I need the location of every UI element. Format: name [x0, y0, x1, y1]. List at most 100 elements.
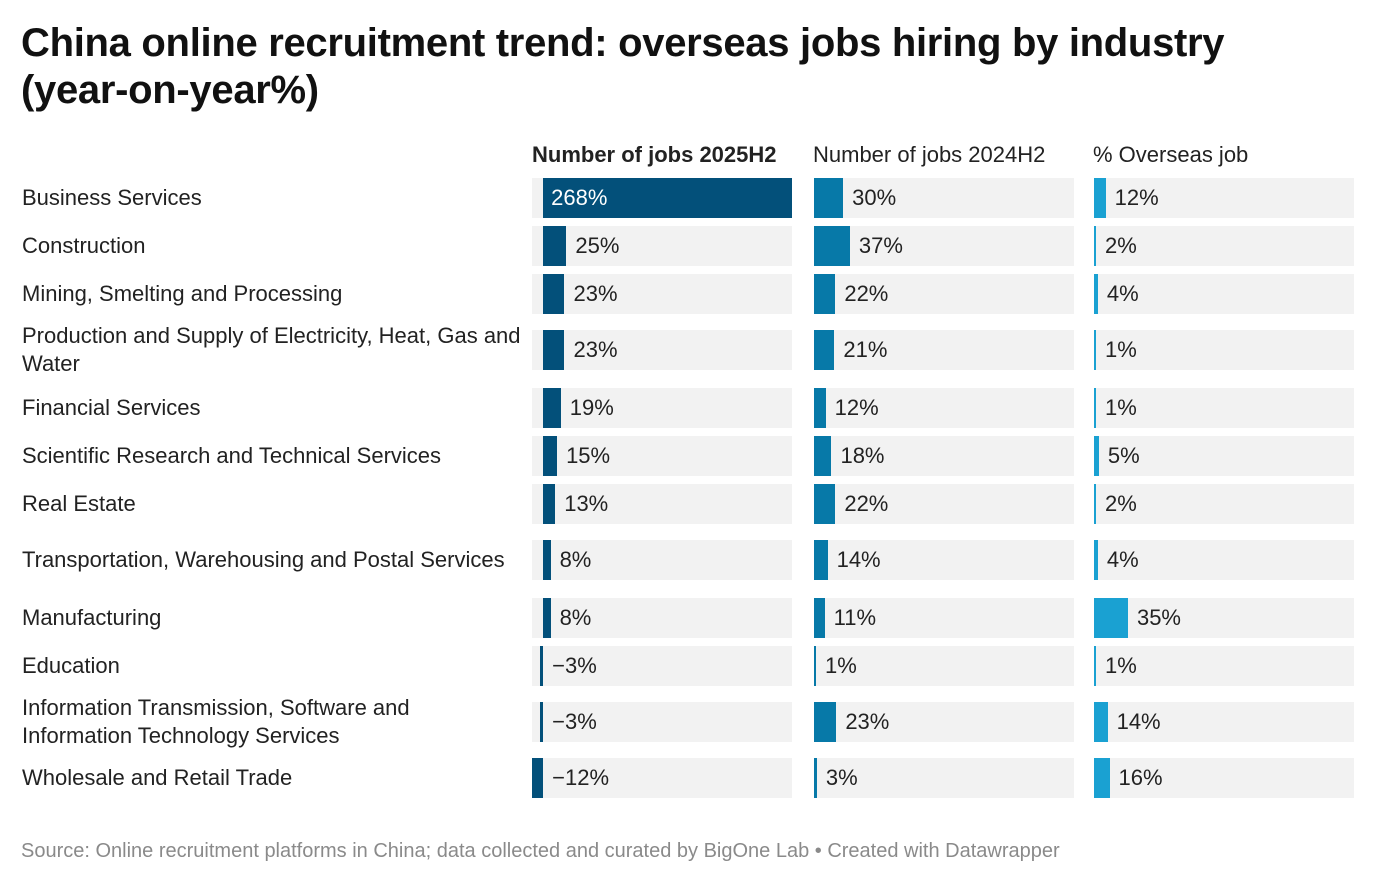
row-label: Information Transmission, Software and I… — [22, 695, 410, 748]
bar — [543, 226, 567, 266]
bar — [1094, 274, 1098, 314]
bar-cell: 19% — [532, 388, 792, 428]
bar — [814, 330, 835, 370]
bar — [814, 702, 837, 742]
bar — [1094, 758, 1110, 798]
bar-value-label: 3% — [825, 765, 858, 790]
bar-value-label: 4% — [1106, 281, 1139, 306]
bar-value-label: 2% — [1105, 491, 1137, 516]
bar-cell: 5% — [1094, 436, 1354, 476]
bar — [1094, 330, 1096, 370]
row-label: Mining, Smelting and Processing — [22, 281, 343, 306]
bar — [814, 540, 828, 580]
bar-value-label: 8% — [559, 605, 592, 630]
bar-value-label: 2% — [1105, 233, 1137, 258]
bar-value-label: 25% — [575, 233, 620, 258]
bar — [814, 436, 832, 476]
bar-value-label: −3% — [552, 709, 597, 734]
bar — [543, 388, 561, 428]
bar-cell: 11% — [814, 598, 1074, 638]
bar-value-label: 1% — [825, 653, 857, 678]
bar-cell: 4% — [1094, 274, 1354, 314]
bar-cell: 2% — [1094, 484, 1354, 524]
bar-cell: 1% — [1094, 330, 1354, 370]
bar-value-label: 1% — [1105, 395, 1137, 420]
bar-value-label: 21% — [843, 337, 888, 362]
bar-value-label: 19% — [569, 395, 614, 420]
row-label: Manufacturing — [22, 605, 162, 630]
bar — [814, 226, 850, 266]
bar — [1094, 226, 1096, 266]
bar-cell: 16% — [1094, 758, 1354, 798]
bar — [543, 436, 558, 476]
bar-cell: 4% — [1094, 540, 1354, 580]
row-label: Wholesale and Retail Trade — [22, 765, 293, 790]
row-label: Business Services — [22, 185, 202, 210]
bar-cell: 1% — [814, 646, 1074, 686]
bar — [814, 388, 826, 428]
bar-cell: −3% — [532, 702, 792, 742]
bar-cell: 21% — [814, 330, 1074, 370]
bar-value-label: 12% — [834, 395, 879, 420]
bar — [814, 646, 816, 686]
row-label: Education — [22, 653, 120, 678]
bar-value-label: 15% — [566, 443, 611, 468]
bar — [543, 484, 556, 524]
bar-value-label: 22% — [844, 491, 889, 516]
bar-cell: 8% — [532, 598, 792, 638]
bar-value-label: 12% — [1114, 185, 1159, 210]
bar — [540, 702, 544, 742]
bar-value-label: 4% — [1106, 547, 1139, 572]
row-label: Transportation, Warehousing and Postal S… — [22, 547, 505, 572]
bar-value-label: 18% — [840, 443, 885, 468]
bar-cell: −12% — [532, 758, 792, 798]
row-label: Real Estate — [22, 491, 136, 516]
bar-value-label: 5% — [1107, 443, 1140, 468]
bar — [1094, 484, 1096, 524]
bar-value-label: −12% — [552, 765, 610, 790]
column-header-jobs_2024h2: Number of jobs 2024H2 — [813, 142, 1046, 167]
row-label: Production and Supply of Electricity, He… — [22, 323, 521, 376]
bar-cell: 30% — [814, 178, 1074, 218]
bar-cell: 15% — [532, 436, 792, 476]
bar — [543, 274, 565, 314]
bar-cell: 23% — [532, 330, 792, 370]
bar — [814, 178, 844, 218]
bar-value-label: −3% — [552, 653, 597, 678]
bar — [814, 598, 825, 638]
bar-cell: 12% — [814, 388, 1074, 428]
bar-value-label: 8% — [559, 547, 592, 572]
bar — [1094, 598, 1128, 638]
bar-value-label: 30% — [852, 185, 897, 210]
bar — [1094, 646, 1096, 686]
bar-cell: 22% — [814, 274, 1074, 314]
bar-value-label: 23% — [845, 709, 890, 734]
bar-value-label: 22% — [844, 281, 889, 306]
bar-value-label: 23% — [573, 281, 618, 306]
bar — [1094, 540, 1098, 580]
bar — [540, 646, 544, 686]
bar-value-label: 1% — [1105, 653, 1137, 678]
bar-cell: 37% — [814, 226, 1074, 266]
bar-value-label: 14% — [1116, 709, 1161, 734]
bar-value-label: 37% — [858, 233, 903, 258]
bar-cell: 12% — [1094, 178, 1354, 218]
bar — [1094, 178, 1106, 218]
source-footer: Source: Online recruitment platforms in … — [21, 840, 1060, 862]
bar-cell: 18% — [814, 436, 1074, 476]
bar-value-label: 16% — [1118, 765, 1163, 790]
bar — [1094, 388, 1096, 428]
row-label: Scientific Research and Technical Servic… — [22, 443, 442, 468]
bar-cell: 1% — [1094, 646, 1354, 686]
bar — [814, 758, 817, 798]
bar-cell: 268% — [532, 178, 792, 218]
bar — [1094, 436, 1099, 476]
bar-value-label: 13% — [564, 491, 609, 516]
bar — [543, 330, 565, 370]
column-header-jobs_2025h2: Number of jobs 2025H2 — [532, 142, 777, 167]
chart-title: China online recruitment trend: overseas… — [21, 21, 1225, 112]
bar-cell: 22% — [814, 484, 1074, 524]
bar-value-label: 11% — [833, 605, 877, 630]
bar-value-label: 14% — [836, 547, 881, 572]
bar-cell: 35% — [1094, 598, 1354, 638]
